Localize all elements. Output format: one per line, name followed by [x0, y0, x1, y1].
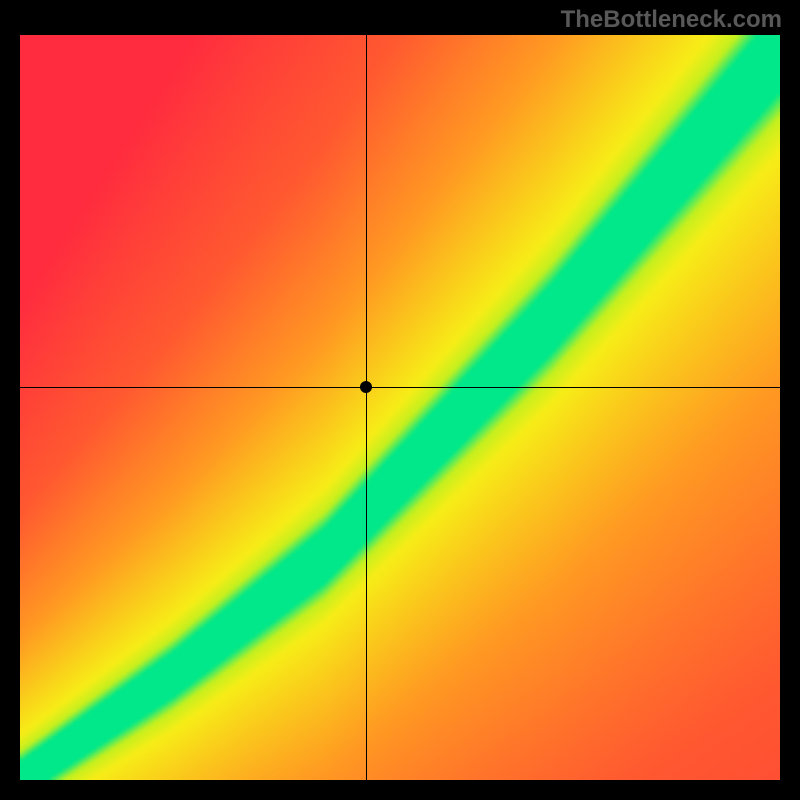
crosshair-vertical: [366, 35, 367, 780]
data-point-marker: [360, 381, 372, 393]
heatmap-chart: [20, 35, 780, 780]
heatmap-canvas: [20, 35, 780, 780]
crosshair-horizontal: [20, 387, 780, 388]
watermark-text: TheBottleneck.com: [561, 6, 782, 34]
